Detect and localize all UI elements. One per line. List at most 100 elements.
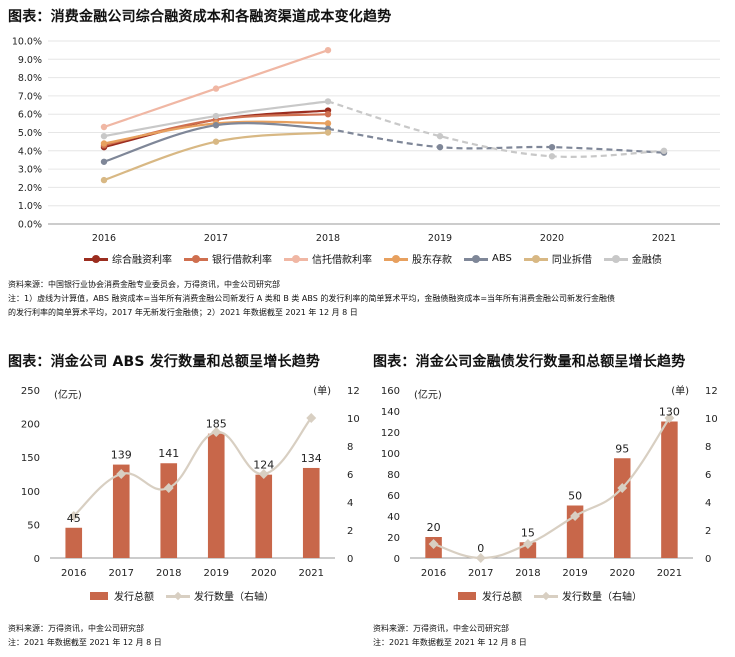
y-left-tick-label: 60 [387, 491, 400, 502]
series-point [436, 143, 444, 151]
top-legend-item: 金融债 [603, 251, 662, 266]
bar-data-label: 124 [253, 459, 274, 472]
bar [160, 463, 178, 558]
bar [302, 467, 320, 558]
y-right-tick-label: 12 [705, 386, 718, 397]
bond-source-note: 资料来源：万得资讯，中金公司研究部 [373, 624, 509, 633]
y-right-tick-label: 4 [347, 498, 353, 509]
top-chart-legend: 综合融资利率 银行借款利率 信托借款利率 股东存款 ABS 同业拆借 金融债 [84, 251, 674, 266]
bar-data-label: 139 [111, 449, 132, 462]
abs-legend-amount-label: 发行总额 [114, 592, 154, 603]
x-tick-label: 2018 [316, 233, 340, 244]
y-left-unit-label: (亿元) [414, 388, 442, 401]
legend-label: 综合融资利率 [112, 255, 172, 266]
bar [207, 433, 225, 558]
abs-footnote: 注：2021 年数据截至 2021 年 12 月 8 日 [8, 638, 162, 647]
y-left-tick-label: 150 [21, 453, 40, 464]
top-legend-item: 银行借款利率 [184, 251, 272, 266]
bar [661, 421, 678, 558]
y-tick-label: 5.0% [18, 128, 42, 139]
y-tick-label: 4.0% [18, 146, 42, 157]
x-tick-label: 2019 [428, 233, 452, 244]
top-footnote-2: 的发行利率的简单算术平均，2017 年无新发行金融债；2）2021 年数据截至 … [8, 308, 358, 317]
y-right-tick-label: 10 [705, 414, 718, 425]
y-left-tick-label: 100 [381, 449, 400, 460]
bar-data-label: 130 [659, 406, 680, 419]
bond-chart-legend: 发行总额 发行数量（右轴） [458, 588, 654, 603]
series-point [212, 112, 220, 120]
y-left-unit-label: (亿元) [54, 388, 82, 401]
abs-legend-count: 发行数量（右轴） [166, 588, 274, 603]
y-tick-label: 2.0% [18, 183, 42, 194]
bond-chart-title: 图表：消金公司金融债发行数量和总额呈增长趋势 [373, 354, 686, 370]
bond-legend-amount: 发行总额 [458, 588, 522, 603]
x-tick-label: 2016 [61, 568, 86, 576]
y-tick-label: 9.0% [18, 55, 42, 66]
bar [65, 527, 83, 558]
legend-swatch [384, 254, 408, 264]
y-left-tick-label: 100 [21, 487, 40, 498]
y-tick-label: 8.0% [18, 73, 42, 84]
y-left-tick-label: 120 [381, 428, 400, 439]
bar-data-label: 141 [158, 447, 179, 460]
series-point [100, 158, 108, 165]
count-point [522, 539, 533, 549]
bar-data-label: 50 [568, 490, 582, 503]
legend-swatch [284, 254, 308, 264]
count-point [428, 539, 439, 549]
y-tick-label: 6.0% [18, 110, 42, 121]
bond-legend-count: 发行数量（右轴） [534, 588, 642, 603]
bond-legend-count-swatch [534, 591, 558, 601]
abs-chart-title: 图表：消金公司 ABS 发行数量和总额呈增长趋势 [8, 354, 321, 370]
abs-chart-legend: 发行总额 发行数量（右轴） [90, 588, 286, 603]
top-legend-item: 同业拆借 [523, 251, 592, 266]
series-point [100, 176, 108, 184]
y-tick-label: 10.0% [12, 37, 42, 48]
y-left-tick-label: 80 [387, 470, 400, 481]
x-tick-label: 2021 [299, 568, 324, 576]
series-point [212, 121, 220, 129]
count-point [617, 483, 628, 493]
x-tick-label: 2020 [251, 568, 276, 576]
series-point [548, 153, 556, 160]
y-right-tick-label: 8 [347, 442, 353, 453]
y-left-tick-label: 40 [387, 512, 400, 523]
count-point [163, 483, 174, 493]
legend-label: 同业拆借 [551, 255, 592, 266]
y-left-tick-label: 50 [27, 520, 40, 531]
bond-legend-count-label: 发行数量（右轴） [562, 592, 642, 603]
bar [613, 458, 631, 558]
y-left-tick-label: 160 [381, 386, 400, 397]
y-left-tick-label: 200 [21, 420, 40, 431]
y-tick-label: 3.0% [18, 165, 42, 176]
series-point [100, 123, 108, 131]
series-point [100, 132, 108, 140]
series-point [324, 120, 332, 127]
y-left-tick-label: 250 [21, 386, 40, 397]
y-right-tick-label: 0 [705, 554, 711, 565]
series-point [212, 85, 220, 92]
series-point [100, 140, 108, 147]
abs-legend-count-swatch [166, 591, 190, 601]
x-tick-label: 2017 [109, 568, 134, 576]
y-left-tick-label: 140 [381, 407, 400, 418]
x-tick-label: 2018 [515, 568, 540, 576]
legend-label: 信托借款利率 [312, 255, 372, 266]
legend-label: ABS [492, 253, 512, 264]
top-chart-title: 图表：消费金融公司综合融资成本和各融资渠道成本变化趋势 [8, 9, 392, 25]
legend-swatch [603, 254, 628, 264]
y-tick-label: 1.0% [18, 201, 42, 212]
y-right-tick-label: 2 [705, 526, 711, 537]
bar-data-label: 20 [427, 521, 441, 534]
bar-data-label: 185 [206, 418, 227, 431]
series-point [324, 129, 332, 136]
series-point [548, 143, 556, 151]
x-tick-label: 2019 [562, 568, 587, 576]
series-point [436, 132, 444, 140]
x-tick-label: 2017 [468, 568, 493, 576]
y-left-tick-label: 0 [34, 554, 40, 565]
y-right-tick-label: 4 [705, 498, 711, 509]
abs-bar-chart: 0 50 100 150 200 250 0 2 4 6 8 10 12 (亿元) (单) 2016 2017 2… [21, 385, 360, 576]
top-footnote-1: 注：1）虚线为计算值，ABS 融资成本=当年所有消费金融公司新发行 A 类和 B… [8, 294, 616, 303]
